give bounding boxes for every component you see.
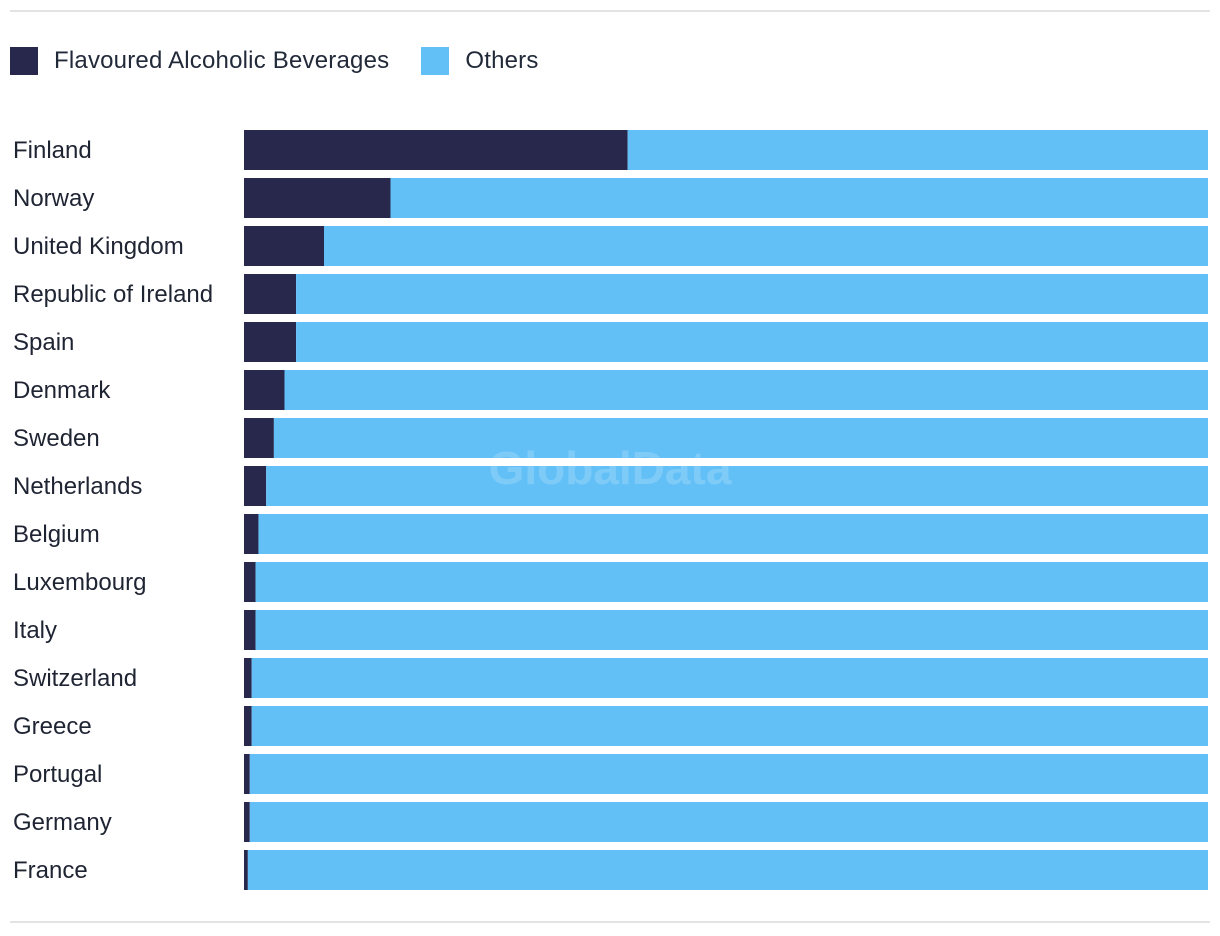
bar-others-sweden[interactable] (273, 418, 1208, 458)
bar-flavoured-alcoholic-beverages-portugal[interactable] (244, 754, 250, 794)
category-label-luxembourg: Luxembourg (13, 569, 146, 596)
bar-others-italy[interactable] (255, 610, 1208, 650)
bar-flavoured-alcoholic-beverages-greece[interactable] (244, 706, 252, 746)
bar-flavoured-alcoholic-beverages-belgium[interactable] (244, 514, 259, 554)
bar-others-switzerland[interactable] (251, 658, 1208, 698)
bar-others-portugal[interactable] (249, 754, 1208, 794)
category-label-spain: Spain (13, 329, 74, 356)
bar-others-france[interactable] (247, 850, 1208, 890)
bar-others-netherlands[interactable] (266, 466, 1208, 506)
legend-item-others[interactable]: Others (421, 47, 538, 75)
bar-flavoured-alcoholic-beverages-luxembourg[interactable] (244, 562, 256, 602)
bar-others-finland[interactable] (627, 130, 1208, 170)
legend-swatch-others (421, 47, 450, 75)
category-label-france: France (13, 857, 88, 884)
category-label-switzerland: Switzerland (13, 665, 137, 692)
bar-others-spain[interactable] (296, 322, 1208, 362)
category-label-finland: Finland (13, 137, 92, 164)
bar-others-united-kingdom[interactable] (324, 226, 1209, 266)
bar-flavoured-alcoholic-beverages-united-kingdom[interactable] (244, 226, 325, 266)
category-label-republic-of-ireland: Republic of Ireland (13, 281, 213, 308)
bar-flavoured-alcoholic-beverages-sweden[interactable] (244, 418, 274, 458)
bar-flavoured-alcoholic-beverages-denmark[interactable] (244, 370, 285, 410)
bar-others-denmark[interactable] (284, 370, 1208, 410)
category-label-united-kingdom: United Kingdom (13, 233, 184, 260)
bar-flavoured-alcoholic-beverages-finland[interactable] (244, 130, 628, 170)
bar-flavoured-alcoholic-beverages-republic-of-ireland[interactable] (244, 274, 297, 314)
bar-others-luxembourg[interactable] (255, 562, 1208, 602)
legend-label-others: Others (465, 47, 539, 74)
legend-item-flavoured[interactable]: Flavoured Alcoholic Beverages (10, 47, 389, 75)
top-divider (10, 10, 1210, 12)
category-label-italy: Italy (13, 617, 57, 644)
legend-swatch-flavoured (10, 47, 38, 75)
bar-others-greece[interactable] (251, 706, 1208, 746)
category-label-germany: Germany (13, 809, 112, 836)
category-label-netherlands: Netherlands (13, 473, 142, 500)
bar-flavoured-alcoholic-beverages-germany[interactable] (244, 802, 250, 842)
bar-flavoured-alcoholic-beverages-spain[interactable] (244, 322, 297, 362)
bottom-divider (10, 921, 1210, 923)
bar-flavoured-alcoholic-beverages-france[interactable] (244, 850, 248, 890)
watermark-logo: GlobalData (489, 442, 732, 494)
bar-flavoured-alcoholic-beverages-netherlands[interactable] (244, 466, 267, 506)
bar-flavoured-alcoholic-beverages-italy[interactable] (244, 610, 256, 650)
bar-others-germany[interactable] (249, 802, 1208, 842)
legend: Flavoured Alcoholic Beverages Others (10, 44, 571, 78)
category-label-denmark: Denmark (13, 377, 111, 404)
category-label-greece: Greece (13, 713, 92, 740)
category-label-portugal: Portugal (13, 761, 102, 788)
category-label-belgium: Belgium (13, 521, 100, 548)
bar-flavoured-alcoholic-beverages-norway[interactable] (244, 178, 391, 218)
bar-others-norway[interactable] (390, 178, 1208, 218)
bar-flavoured-alcoholic-beverages-switzerland[interactable] (244, 658, 252, 698)
category-label-norway: Norway (13, 185, 94, 212)
category-label-sweden: Sweden (13, 425, 100, 452)
legend-label-flavoured: Flavoured Alcoholic Beverages (54, 47, 390, 74)
bar-others-belgium[interactable] (258, 514, 1209, 554)
bar-others-republic-of-ireland[interactable] (296, 274, 1208, 314)
